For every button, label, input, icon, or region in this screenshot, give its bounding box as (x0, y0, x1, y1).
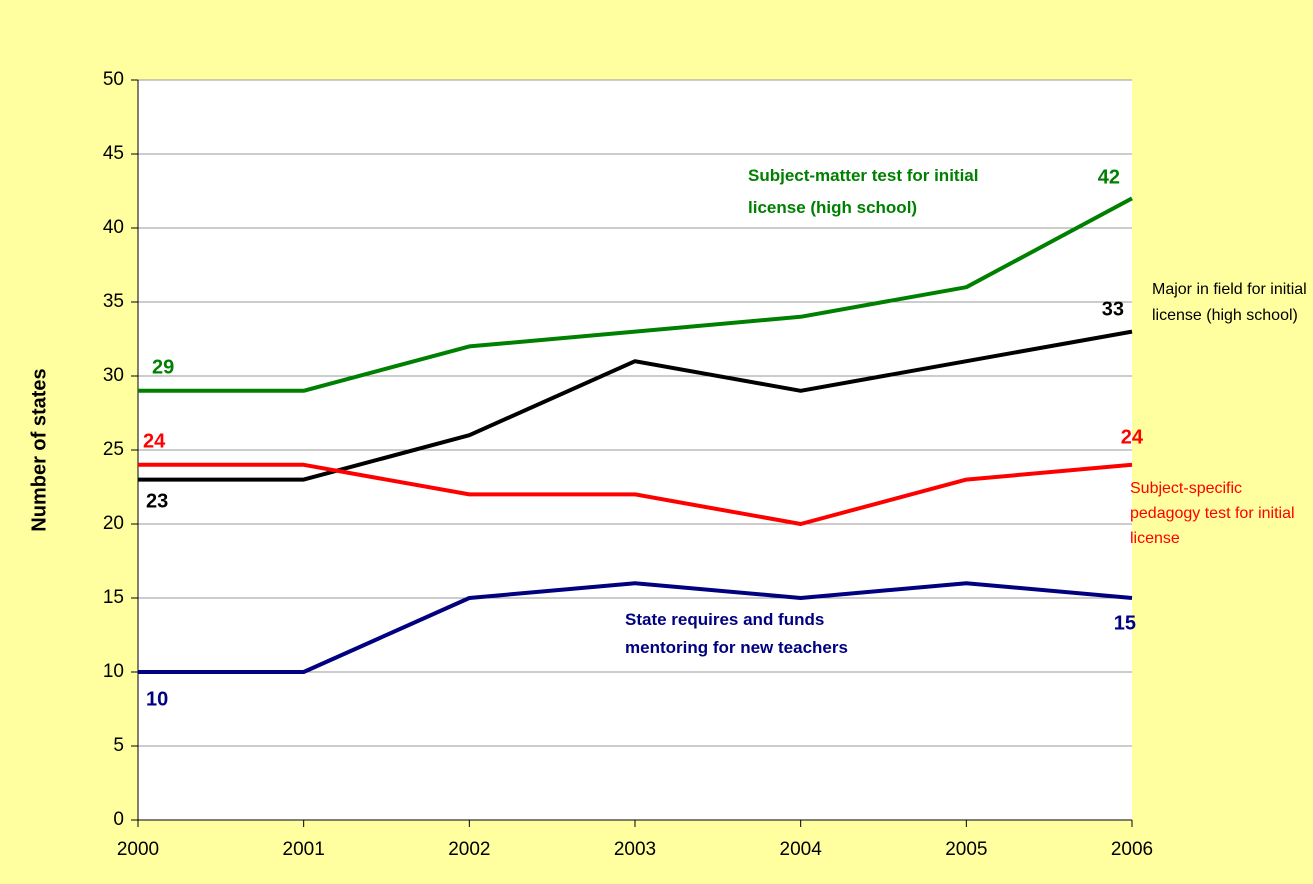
y-tick-label: 30 (103, 365, 124, 386)
x-tick-label: 2001 (283, 839, 325, 860)
x-tick-label: 2004 (780, 839, 823, 860)
x-tick-label: 2002 (448, 839, 490, 860)
data-label: 24 (1121, 426, 1144, 448)
data-label: 24 (143, 430, 166, 452)
y-axis-label: Number of states (28, 368, 50, 531)
y-tick-label: 40 (103, 217, 124, 238)
series-line (138, 462, 1133, 526)
y-tick-label: 50 (103, 69, 124, 90)
data-label: 23 (146, 490, 168, 512)
data-label: 29 (152, 356, 174, 378)
y-tick-label: 15 (103, 587, 124, 608)
data-label: 42 (1098, 166, 1120, 188)
y-tick-label: 5 (113, 735, 124, 756)
data-label: 33 (1102, 298, 1124, 320)
y-tick-label: 0 (113, 809, 124, 830)
data-label: 10 (146, 688, 168, 710)
y-tick-label: 35 (103, 291, 124, 312)
x-tick-label: 2005 (945, 839, 987, 860)
y-tick-label: 25 (103, 439, 124, 460)
series-label: Subject-matter test for initial license … (748, 160, 998, 224)
series-label: Subject-specific pedagogy test for initi… (1130, 480, 1295, 547)
series-label: Major in field for initial license (high… (1152, 281, 1307, 324)
x-tick-label: 2006 (1111, 839, 1153, 860)
series-line (138, 196, 1133, 393)
x-tick-label: 2000 (117, 839, 159, 860)
series-label: State requires and funds mentoring for n… (625, 606, 900, 662)
y-tick-label: 45 (103, 143, 124, 164)
y-tick-label: 10 (103, 661, 124, 682)
series-line (138, 329, 1133, 482)
series-line (138, 581, 1133, 674)
x-tick-label: 2003 (614, 839, 656, 860)
data-label: 15 (1114, 612, 1136, 634)
y-tick-label: 20 (103, 513, 124, 534)
